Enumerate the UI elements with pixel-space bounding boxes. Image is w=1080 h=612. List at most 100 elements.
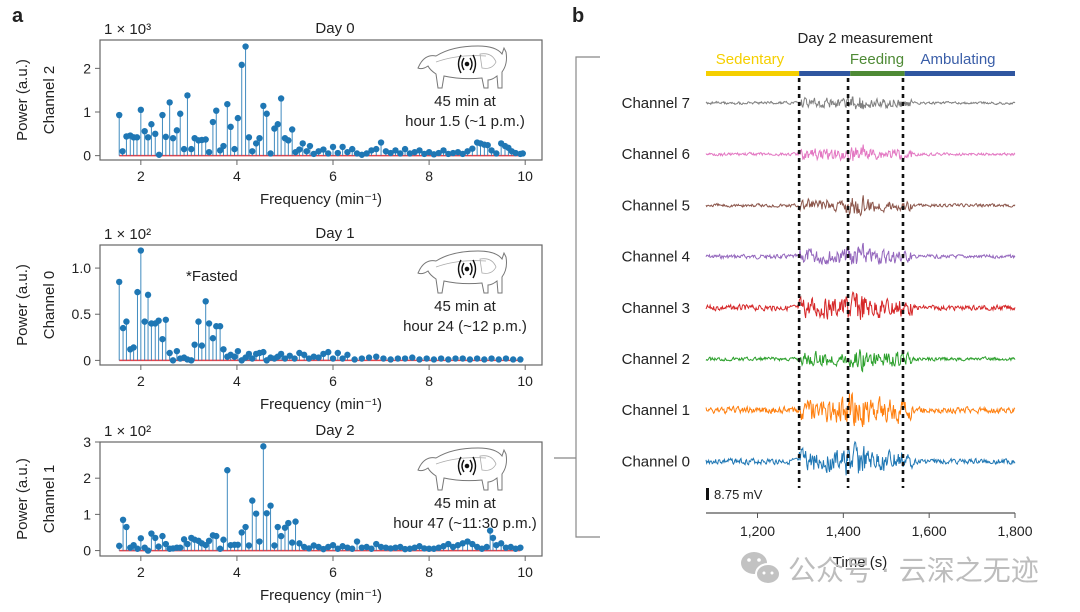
stem-marker bbox=[216, 323, 224, 330]
stem-marker bbox=[459, 355, 466, 362]
stem-marker bbox=[184, 540, 191, 548]
x-tick-label: 6 bbox=[329, 564, 337, 580]
wireless-signal-icon bbox=[457, 259, 477, 279]
plot-title: Day 1 bbox=[315, 225, 354, 242]
stem-marker bbox=[252, 140, 260, 147]
stem-marker bbox=[325, 348, 332, 356]
stem-marker bbox=[310, 150, 317, 158]
stem-marker bbox=[512, 545, 519, 552]
stem-marker bbox=[162, 133, 170, 141]
channel-label: Channel 5 bbox=[622, 197, 690, 214]
stem-marker bbox=[454, 541, 462, 549]
stem-marker bbox=[205, 148, 213, 156]
x-tick-label: 8 bbox=[425, 168, 433, 184]
y-tick-label: 1.0 bbox=[72, 260, 92, 276]
stem-marker bbox=[315, 354, 322, 361]
stem-marker bbox=[484, 141, 491, 149]
stem-marker bbox=[263, 110, 270, 117]
stem-marker bbox=[234, 347, 242, 355]
stem-marker bbox=[406, 545, 414, 552]
annotation-line-1: 45 min at bbox=[434, 495, 497, 512]
stem-marker bbox=[493, 150, 500, 157]
x-tick-label: 10 bbox=[517, 168, 533, 184]
stem-marker bbox=[344, 351, 351, 359]
stem-marker bbox=[296, 146, 303, 153]
stem-marker bbox=[339, 543, 346, 550]
stem-marker bbox=[493, 541, 500, 549]
stem-marker bbox=[445, 540, 452, 548]
stem-marker bbox=[300, 351, 308, 359]
panel-bracket bbox=[554, 56, 600, 538]
stem-marker bbox=[249, 355, 256, 362]
y-axis-label-channel: Channel 2 bbox=[41, 66, 58, 134]
stem-marker bbox=[242, 523, 249, 531]
stem-marker bbox=[288, 539, 296, 546]
stem-marker bbox=[116, 111, 123, 119]
stem-marker bbox=[310, 353, 317, 360]
stem-marker bbox=[368, 545, 375, 552]
stem-marker bbox=[517, 544, 524, 551]
signal-arc bbox=[472, 54, 477, 74]
channel-trace bbox=[705, 94, 1016, 110]
y-tick-label: 0.5 bbox=[72, 306, 92, 322]
stem-marker bbox=[173, 347, 181, 355]
stem-marker bbox=[205, 537, 213, 544]
x-tick-label: 4 bbox=[233, 168, 241, 184]
x-axis-label: Frequency (min⁻¹) bbox=[260, 396, 382, 413]
stem-marker bbox=[116, 542, 123, 550]
stem-marker bbox=[144, 547, 152, 554]
stem-marker bbox=[141, 128, 148, 135]
stem-marker bbox=[377, 139, 385, 146]
stem-marker bbox=[421, 545, 428, 552]
stem-marker bbox=[159, 532, 166, 540]
stem-marker bbox=[277, 95, 285, 102]
stem-marker bbox=[260, 443, 267, 450]
y-tick-label: 0 bbox=[83, 543, 91, 559]
stem-marker bbox=[339, 143, 346, 151]
stem-marker bbox=[137, 106, 145, 114]
stem-marker bbox=[517, 356, 524, 363]
stem-marker bbox=[116, 278, 123, 286]
stem-marker bbox=[488, 147, 495, 154]
stem-marker bbox=[155, 151, 163, 158]
y-tick-label: 1 bbox=[83, 506, 91, 522]
stem-marker bbox=[349, 545, 356, 552]
pig-ribcage bbox=[479, 53, 497, 69]
stem-marker bbox=[305, 545, 313, 552]
stem-marker bbox=[277, 532, 285, 540]
y-axis-label: Power (a.u.) bbox=[14, 59, 31, 141]
y-multiplier: 1 × 10² bbox=[104, 226, 151, 243]
signal-arc bbox=[461, 57, 465, 71]
pig-sensor-icon bbox=[417, 447, 507, 491]
stem-marker bbox=[231, 353, 238, 360]
stem-marker bbox=[363, 543, 370, 551]
stem-marker bbox=[220, 536, 227, 543]
stem-marker bbox=[473, 543, 481, 551]
stem-marker bbox=[481, 356, 488, 363]
stem-marker bbox=[416, 543, 423, 550]
stem-marker bbox=[380, 355, 387, 362]
stem-marker bbox=[256, 134, 263, 142]
stem-marker bbox=[144, 291, 152, 299]
stem-marker bbox=[286, 352, 293, 359]
stem-marker bbox=[409, 354, 416, 361]
stem-marker bbox=[325, 150, 332, 157]
stem-marker bbox=[191, 341, 198, 348]
stem-marker bbox=[353, 150, 361, 157]
channel-trace bbox=[705, 242, 1016, 266]
stem-marker bbox=[227, 123, 234, 131]
stem-marker bbox=[134, 545, 141, 552]
stem-marker bbox=[397, 543, 404, 551]
stem-marker bbox=[220, 346, 227, 353]
stem-marker bbox=[339, 355, 346, 362]
phase-label-feeding: Feeding bbox=[850, 51, 904, 68]
stem-marker bbox=[173, 127, 181, 134]
x-tick-label: 4 bbox=[233, 564, 241, 580]
stem-marker bbox=[281, 355, 289, 362]
y-tick-label: 2 bbox=[83, 470, 91, 486]
signal-dot bbox=[464, 266, 470, 272]
stem-marker bbox=[368, 147, 375, 154]
stem-marker bbox=[401, 145, 409, 153]
stem-marker bbox=[224, 100, 231, 108]
stem-marker bbox=[478, 545, 486, 552]
